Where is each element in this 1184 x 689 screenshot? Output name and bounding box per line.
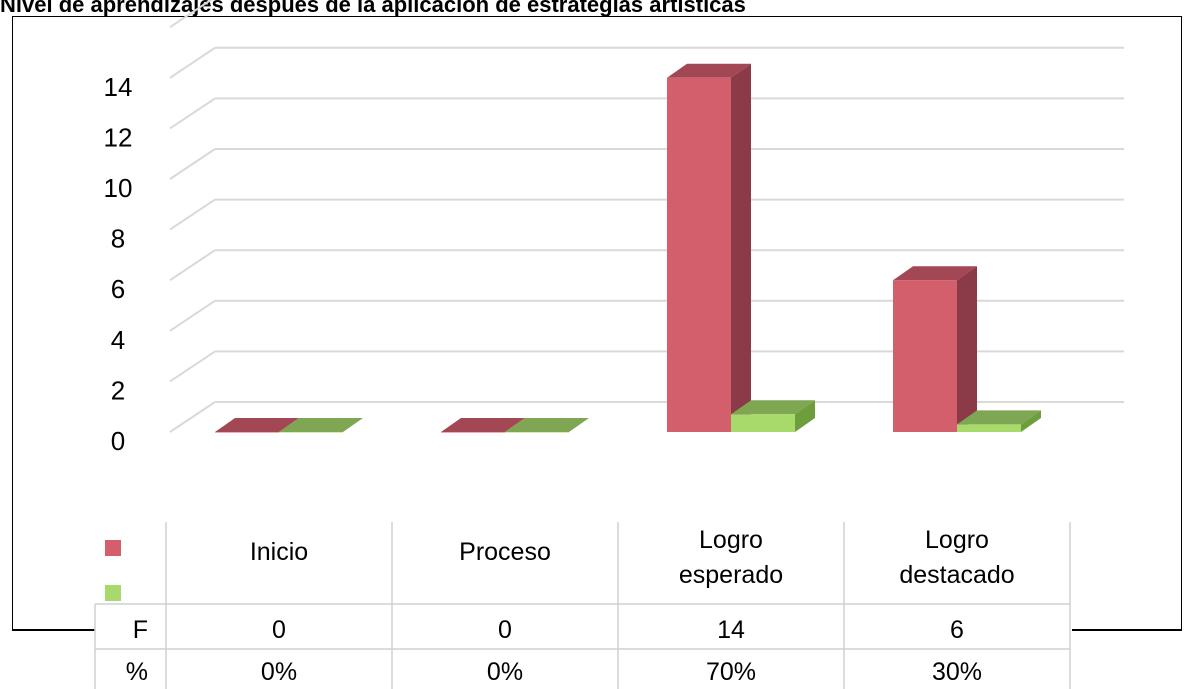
- table-row-label: F: [133, 616, 148, 644]
- y-tick-label: 4: [111, 325, 125, 355]
- bars: [215, 63, 1041, 433]
- table-cell: 0: [498, 616, 512, 644]
- table-row-label: %: [126, 658, 148, 686]
- gridline-depth: [169, 198, 216, 231]
- table-cell: 70%: [706, 658, 756, 686]
- grid-lines: [169, 0, 1124, 433]
- y-tick-label: 14: [104, 72, 133, 102]
- y-tick-label: 10: [104, 173, 133, 203]
- gridline-depth: [169, 0, 213, 29]
- y-tick-label: 0: [111, 426, 125, 456]
- bar-series-2: [957, 424, 1021, 432]
- table-cell: 6: [950, 616, 964, 644]
- legend-key-series-1: [105, 540, 121, 556]
- table-cell: 30%: [932, 658, 982, 686]
- bar-series-1-top: [215, 418, 299, 432]
- bar-series-2-top: [957, 410, 1041, 425]
- bar-series-1: [893, 280, 957, 432]
- x-category-label: Inicio: [250, 538, 308, 566]
- bar-series-2-top: [505, 418, 589, 432]
- bar-series-1-top: [441, 418, 525, 432]
- y-tick-label: 2: [111, 375, 125, 405]
- gridline-depth: [169, 350, 216, 383]
- bar-series-1: [667, 77, 731, 433]
- data-table: Inicio Proceso Logro esperado Logro destacado…: [94, 522, 1071, 689]
- bar-series-2-side: [1021, 410, 1041, 432]
- x-category-label: Logro: [699, 526, 763, 554]
- table-cell: 0: [272, 616, 286, 644]
- legend-key-series-2: [105, 585, 121, 601]
- bar-series-1-top: [667, 63, 751, 78]
- x-category-label: Proceso: [459, 538, 551, 566]
- figure-caption: Nivel de aprendizajes después de la apli…: [0, 0, 746, 16]
- bar-series-2-top: [731, 400, 815, 415]
- gridline-depth: [169, 249, 216, 282]
- x-category-label: destacado: [899, 561, 1014, 589]
- x-category-label: Logro: [925, 526, 989, 554]
- frame-bottom-right: [1072, 629, 1182, 631]
- bar-series-2: [505, 432, 569, 433]
- frame-bottom-left: [12, 629, 95, 631]
- chart-frame: [12, 16, 1182, 631]
- y-tick-label: 8: [111, 224, 125, 254]
- bar-series-2: [279, 432, 343, 433]
- bar-series-2-side: [795, 400, 815, 432]
- y-axis-ticks: 0 2 4 6 8 10 12 14: [104, 72, 133, 456]
- table-cell: 0%: [261, 658, 297, 686]
- gridline-depth: [169, 148, 216, 180]
- bar-series-1-side: [957, 266, 977, 432]
- gridline-depth: [169, 299, 216, 332]
- x-category-label: esperado: [679, 561, 783, 589]
- gridline-depth: [169, 97, 216, 130]
- bar-series-1-top: [893, 266, 977, 281]
- table-cell: 0%: [487, 658, 523, 686]
- bar-series-2: [731, 414, 795, 432]
- bar-series-1: [441, 432, 505, 433]
- gridline-depth: [169, 401, 216, 433]
- bar-series-2-top: [279, 418, 363, 432]
- y-tick-label: 12: [104, 122, 133, 152]
- table-cell: 14: [717, 616, 745, 644]
- gridline-depth: [169, 46, 216, 79]
- bar-series-1-side: [731, 63, 751, 433]
- bar-series-1: [215, 432, 279, 433]
- y-tick-label: 6: [111, 274, 125, 304]
